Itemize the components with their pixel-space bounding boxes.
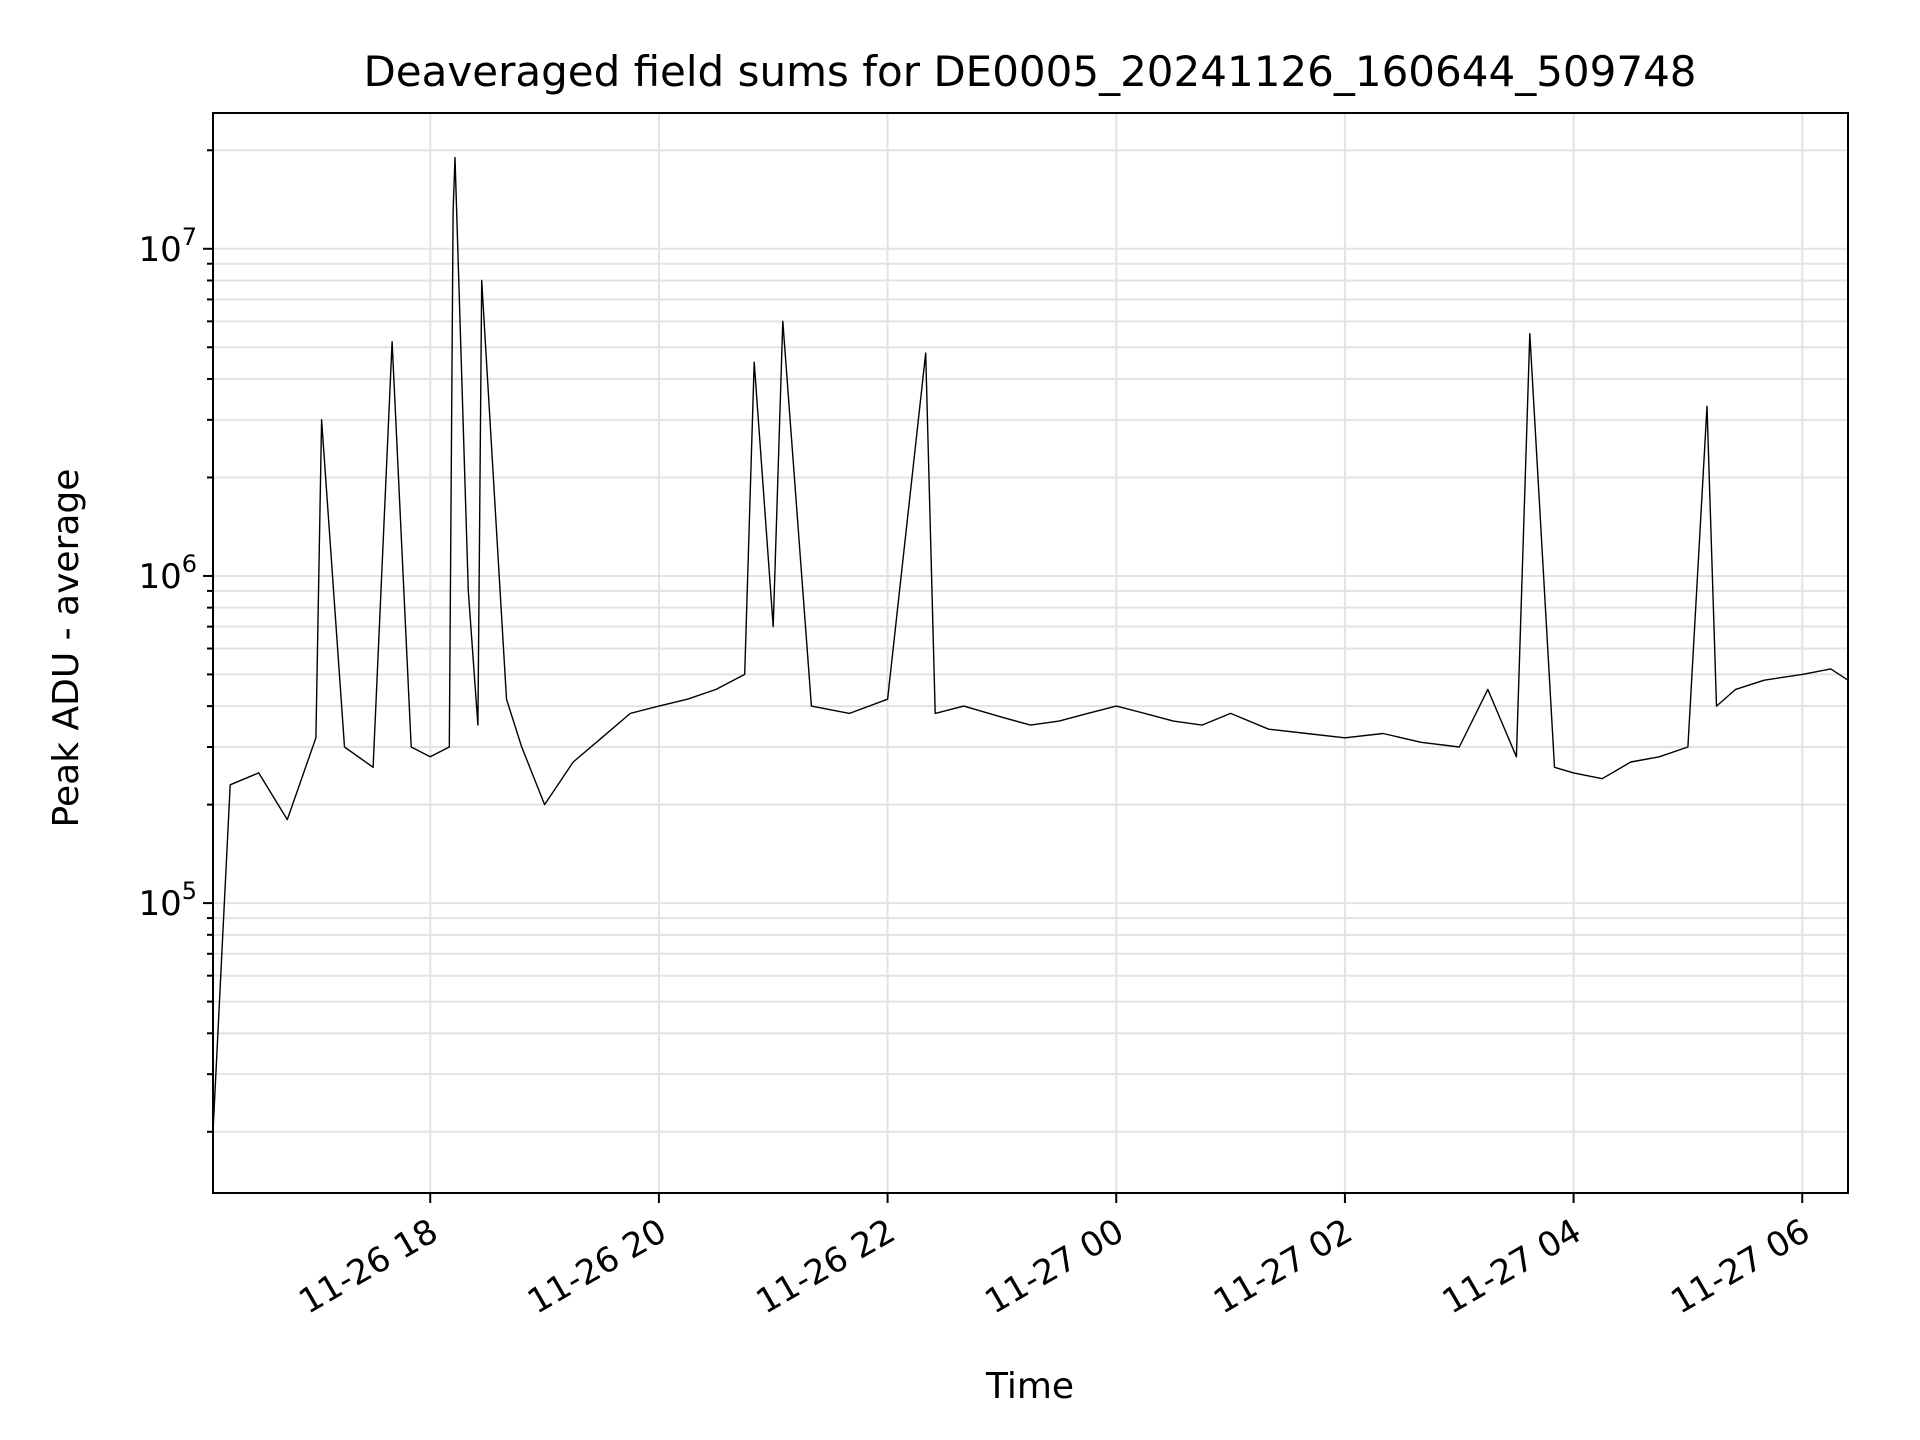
series-line bbox=[212, 156, 1849, 1132]
y-tick-label: 105 bbox=[138, 877, 197, 924]
y-tick-label: 106 bbox=[138, 550, 197, 597]
data-layer bbox=[212, 156, 1849, 1132]
x-axis-label: Time bbox=[985, 1366, 1074, 1407]
x-tick-label: 11-27 04 bbox=[1436, 1211, 1588, 1322]
axes: 105 106 107 11-26 18 11-26 20 11-26 22 11-27 0… bbox=[138, 149, 1817, 1322]
x-tick-label: 11-27 02 bbox=[1207, 1211, 1359, 1322]
x-tick-label: 11-27 00 bbox=[978, 1211, 1130, 1322]
chart-title: Deaveraged field sums for DE0005_2024112… bbox=[363, 47, 1696, 96]
plot-frame bbox=[212, 112, 1849, 1194]
x-tick-label: 11-26 20 bbox=[521, 1211, 673, 1322]
y-axis-label: Peak ADU - average bbox=[46, 469, 87, 828]
x-tick-label: 11-26 18 bbox=[292, 1211, 444, 1322]
x-tick-label: 11-27 06 bbox=[1664, 1211, 1816, 1322]
grid bbox=[213, 113, 1848, 1193]
x-tick-label: 11-26 22 bbox=[750, 1211, 902, 1322]
y-tick-label: 107 bbox=[138, 223, 197, 270]
